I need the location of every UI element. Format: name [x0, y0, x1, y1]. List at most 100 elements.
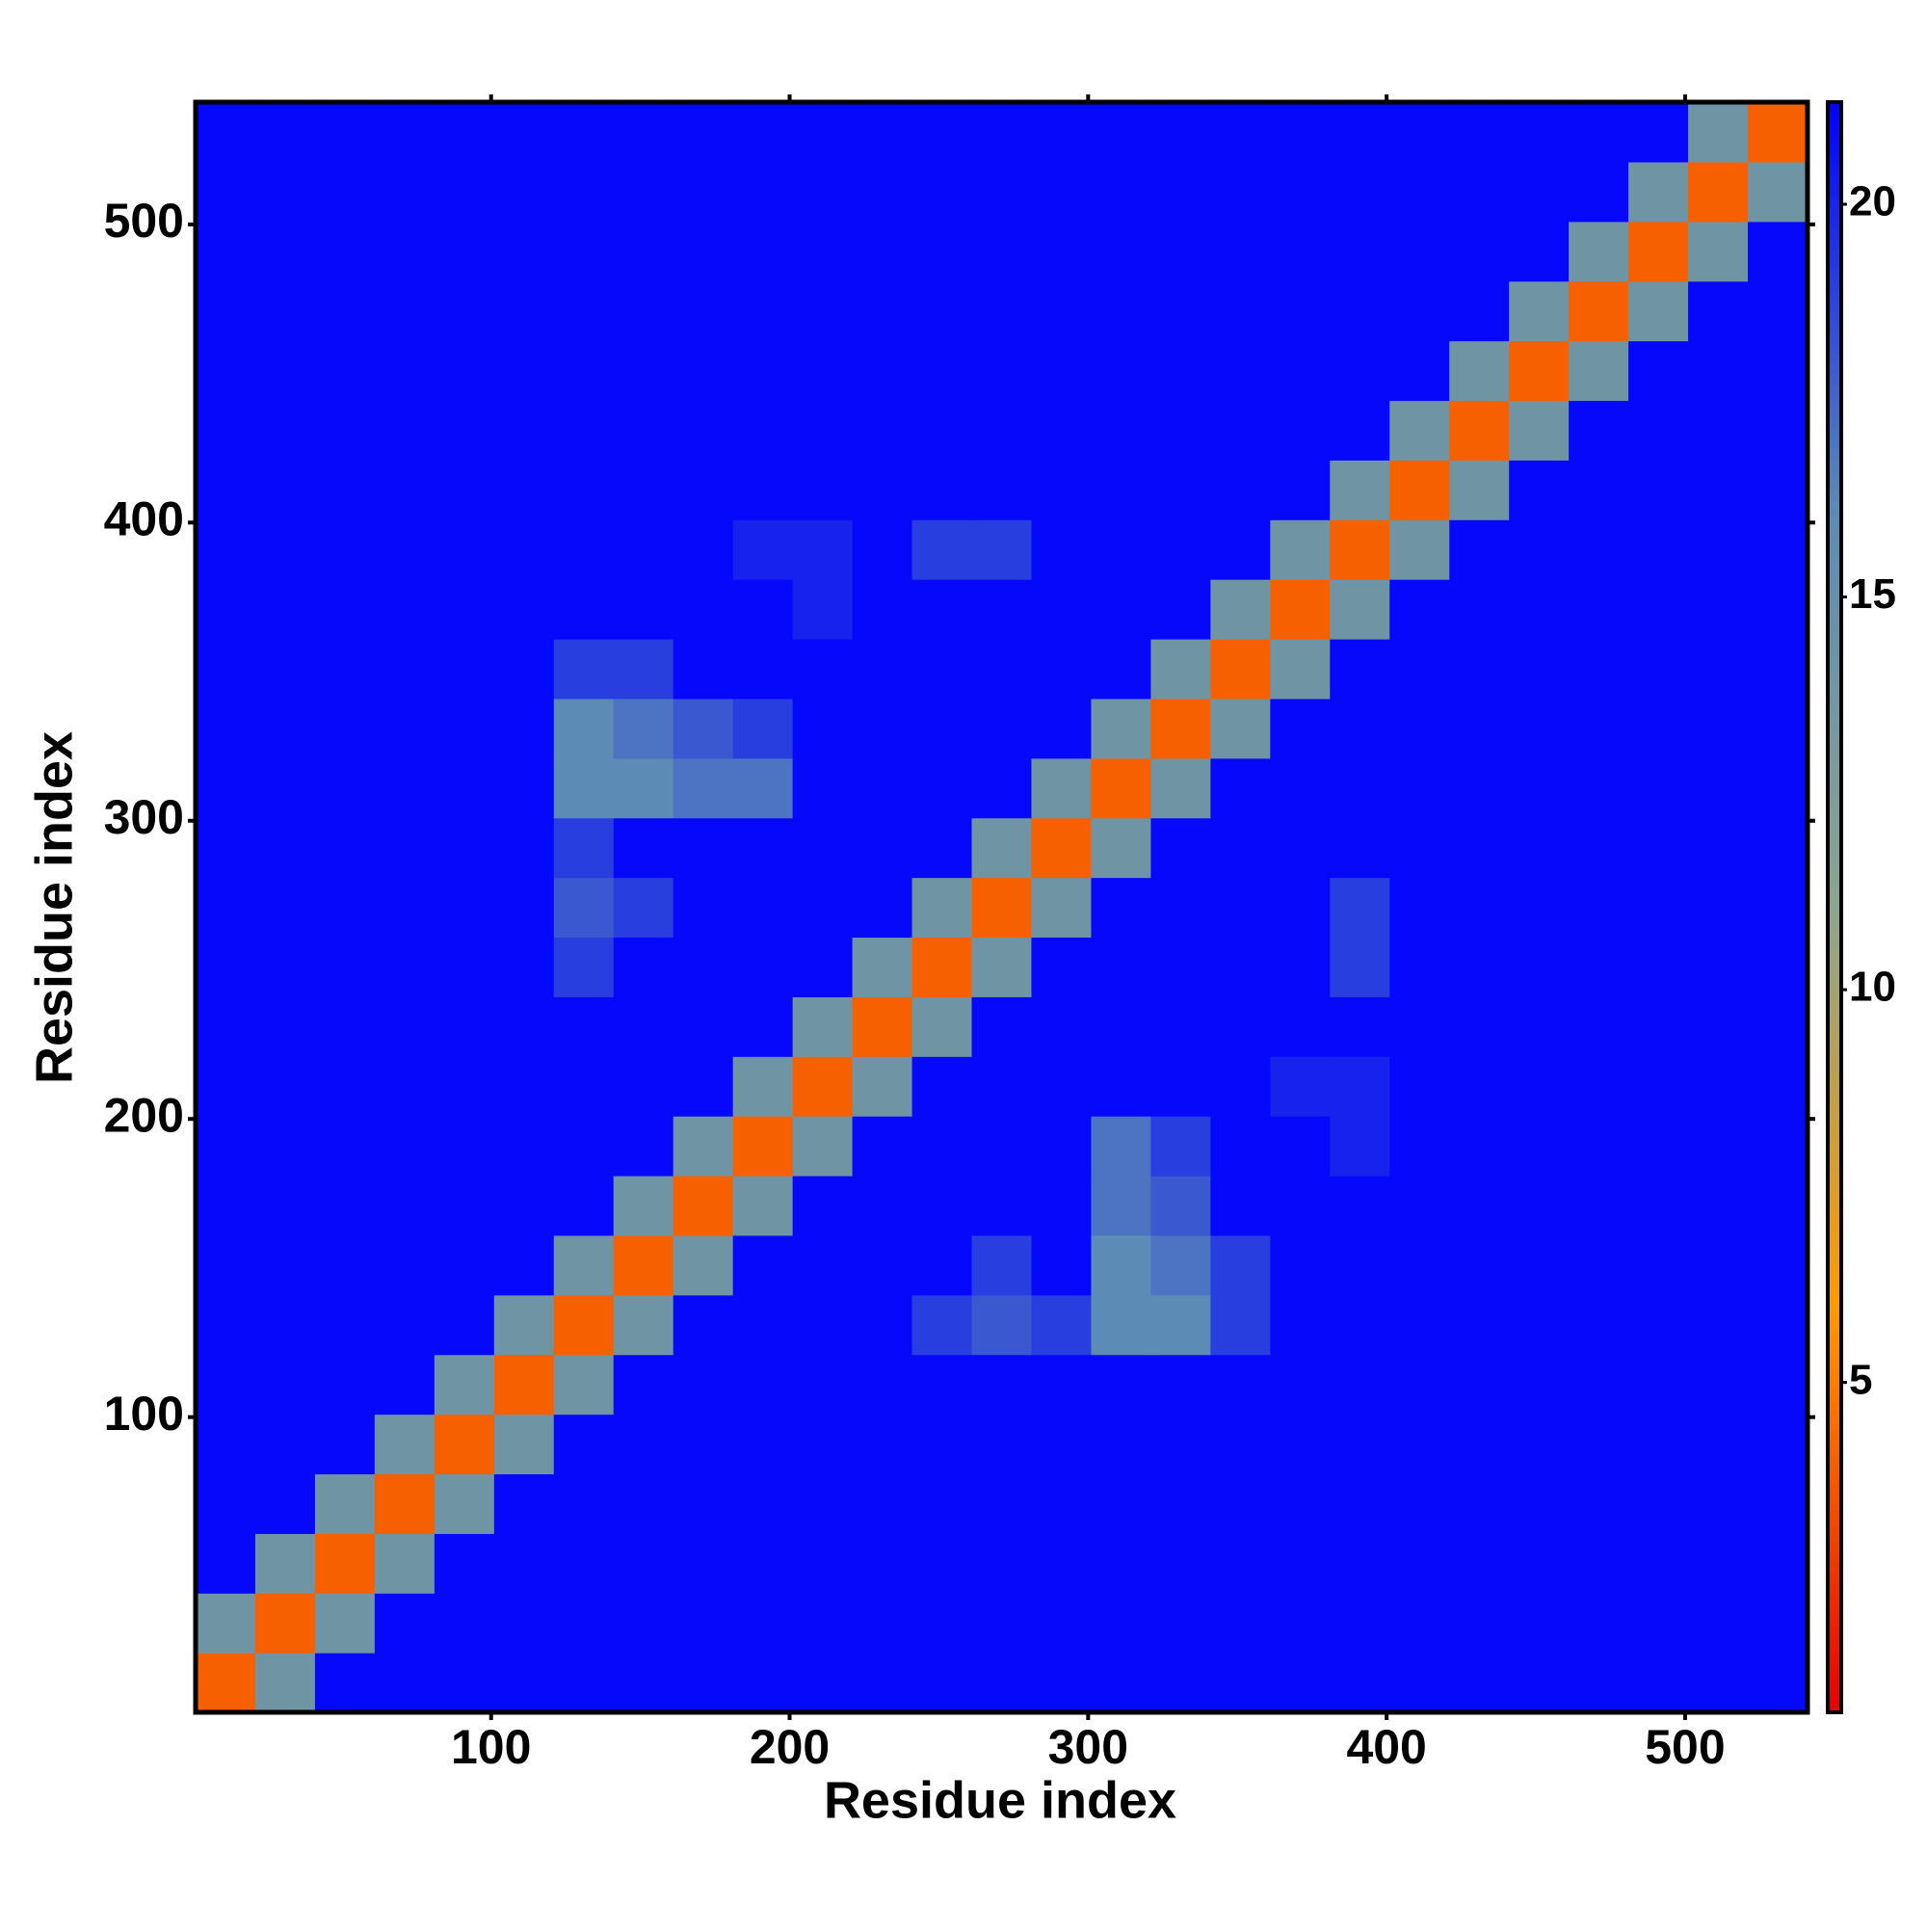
heatmap-cell [1628, 877, 1689, 939]
heatmap-cell [196, 280, 256, 342]
heatmap-cell [1688, 1234, 1749, 1296]
heatmap-cell [1270, 639, 1331, 700]
heatmap-cell [196, 519, 256, 580]
heatmap-cell [254, 877, 316, 939]
heatmap-cell [1150, 817, 1211, 879]
heatmap-cell [374, 996, 436, 1057]
heatmap-cell [971, 1116, 1033, 1177]
heatmap-cell [1628, 1056, 1689, 1117]
heatmap-cell [1449, 996, 1510, 1057]
heatmap-cell [792, 996, 854, 1057]
heatmap-cell [971, 937, 1033, 997]
heatmap-cell [1449, 639, 1510, 700]
heatmap-cell [673, 340, 734, 402]
heatmap-cell [1330, 937, 1390, 997]
heatmap-cell [673, 1653, 734, 1713]
heatmap-cell [374, 280, 436, 342]
heatmap-cell [1270, 400, 1331, 461]
heatmap-cell [434, 757, 495, 819]
heatmap-cell [434, 519, 495, 580]
heatmap-cell [613, 161, 674, 223]
heatmap-cell [1748, 102, 1808, 163]
heatmap-cell [911, 1354, 973, 1416]
heatmap-cell [1569, 400, 1629, 461]
heatmap-cell [1569, 460, 1629, 520]
heatmap-cell [911, 102, 973, 163]
heatmap-cell [374, 579, 436, 640]
heatmap-cell [1509, 1294, 1570, 1356]
heatmap-cell [911, 877, 973, 939]
heatmap-cell [1688, 817, 1749, 879]
heatmap-cell [792, 1473, 854, 1534]
heatmap-cell [673, 1056, 734, 1117]
heatmap-cell [1449, 937, 1510, 997]
heatmap-cell [852, 400, 913, 461]
heatmap-cell [1509, 1354, 1570, 1416]
heatmap-cell [254, 817, 316, 879]
heatmap-cell [1449, 221, 1510, 282]
heatmap-cell [792, 757, 854, 819]
heatmap-cell [1509, 817, 1570, 879]
heatmap-cell [493, 877, 555, 939]
heatmap-cell [434, 1234, 495, 1296]
heatmap-cell [1449, 1176, 1510, 1236]
heatmap-cell [1748, 1653, 1808, 1713]
heatmap-cell [434, 280, 495, 342]
heatmap-cell [553, 280, 615, 342]
heatmap-cell [1031, 280, 1093, 342]
heatmap-cell [1330, 460, 1390, 520]
heatmap-cell [1150, 280, 1211, 342]
heatmap-cell [1210, 757, 1271, 819]
heatmap-cell [553, 340, 615, 402]
heatmap-cell [1091, 519, 1152, 580]
heatmap-cell [1389, 1176, 1450, 1236]
heatmap-cell [434, 1176, 495, 1236]
heatmap-cell [374, 937, 436, 997]
heatmap-cell [434, 1056, 495, 1117]
heatmap-cell [1270, 1653, 1331, 1713]
heatmap-cell [196, 1473, 256, 1534]
heatmap-cell [1150, 1294, 1211, 1356]
heatmap-cell [1091, 1116, 1152, 1177]
heatmap-cell [314, 1414, 376, 1475]
heatmap-cell [971, 757, 1033, 819]
heatmap-cell [1330, 698, 1390, 759]
heatmap-cell [1031, 1354, 1093, 1416]
heatmap-cell [852, 460, 913, 520]
heatmap-cell [493, 1593, 555, 1654]
heatmap-cell [911, 639, 973, 700]
heatmap-cell [1569, 1176, 1629, 1236]
heatmap-cell [1748, 757, 1808, 819]
heatmap-cell [732, 698, 794, 759]
heatmap-cell [1150, 579, 1211, 640]
heatmap-cell [1210, 639, 1271, 700]
heatmap-cell [1628, 460, 1689, 520]
heatmap-cell [792, 1653, 854, 1713]
heatmap-cell [1628, 1533, 1689, 1594]
heatmap-cell [613, 698, 674, 759]
heatmap-cell [673, 1414, 734, 1475]
heatmap-cell [1569, 996, 1629, 1057]
heatmap-cell [1509, 1176, 1570, 1236]
heatmap-cell [732, 1176, 794, 1236]
heatmap-cell [314, 937, 376, 997]
heatmap-cell [613, 1354, 674, 1416]
heatmap-cell [1628, 937, 1689, 997]
heatmap-cell [254, 698, 316, 759]
heatmap-cell [1569, 639, 1629, 700]
heatmap-cell [1569, 1533, 1629, 1594]
heatmap-cell [1150, 1056, 1211, 1117]
heatmap-cell [1389, 1354, 1450, 1416]
heatmap-cell [1091, 1056, 1152, 1117]
heatmap-cell [911, 1294, 973, 1356]
heatmap-cell [792, 340, 854, 402]
heatmap-cell [434, 1593, 495, 1654]
heatmap-cell [1031, 1473, 1093, 1534]
heatmap-cell [1031, 1414, 1093, 1475]
heatmap-cell [1748, 996, 1808, 1057]
heatmap-cell [1688, 1653, 1749, 1713]
heatmap-cell [196, 400, 256, 461]
heatmap-cell [1569, 1354, 1629, 1416]
heatmap-cell [434, 1473, 495, 1534]
heatmap-cell [1748, 280, 1808, 342]
